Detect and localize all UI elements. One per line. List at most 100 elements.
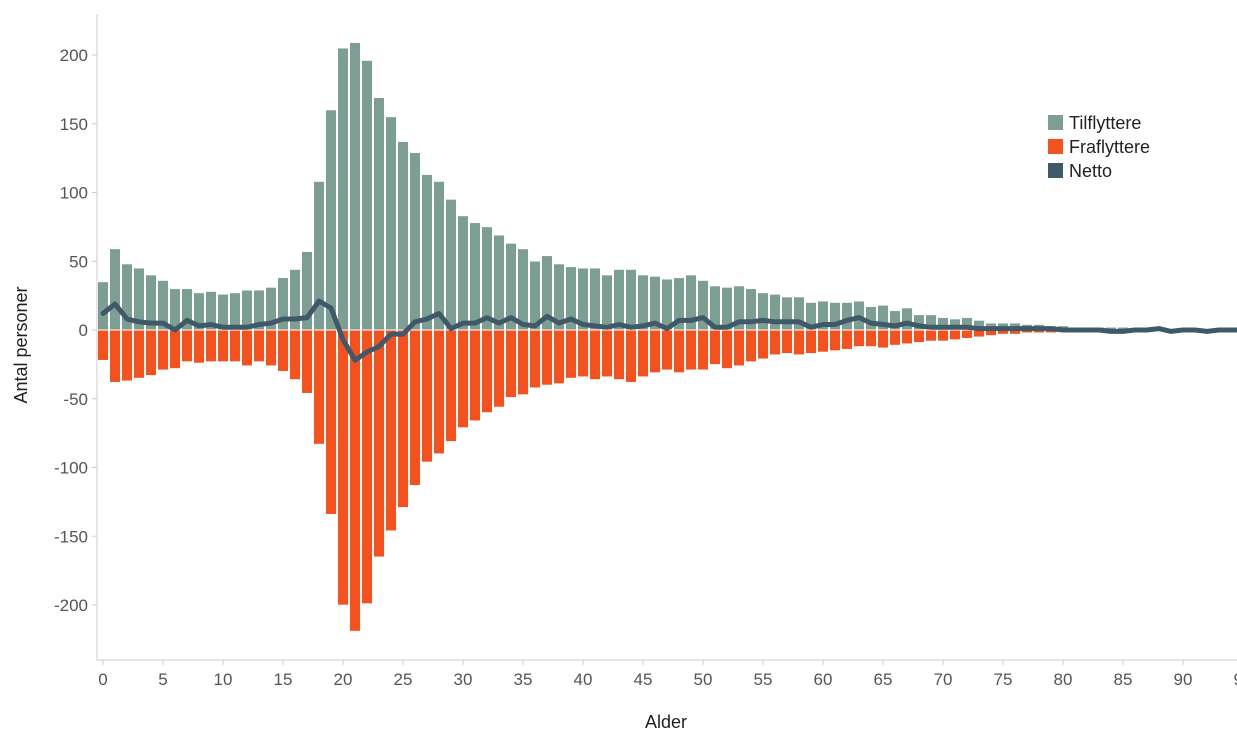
fraflyttere-bar (313, 329, 325, 445)
legend: Tilflyttere Fraflyttere Netto (1048, 113, 1150, 181)
tilflyttere-bar (397, 141, 409, 331)
fraflyttere-bar (217, 329, 229, 362)
fraflyttere-bar (133, 329, 145, 379)
fraflyttere-bar (925, 329, 937, 342)
x-tick-label: 90 (1174, 670, 1193, 689)
fraflyttere-bar (121, 329, 133, 382)
x-tick-label: 85 (1114, 670, 1133, 689)
fraflyttere-bar (673, 329, 685, 373)
fraflyttere-bar (445, 329, 457, 442)
tilflyttere-bar (325, 109, 337, 331)
x-tick-label: 65 (874, 670, 893, 689)
fraflyttere-bar (769, 329, 781, 356)
x-tick-label: 95 (1234, 670, 1237, 689)
legend-swatch (1048, 139, 1063, 154)
fraflyttere-bar (349, 329, 361, 632)
fraflyttere-bar (745, 329, 757, 362)
fraflyttere-bar (961, 329, 973, 339)
x-tick-label: 15 (274, 670, 293, 689)
fraflyttere-bar (733, 329, 745, 367)
fraflyttere-bar (757, 329, 769, 360)
fraflyttere-bar (793, 329, 805, 356)
fraflyttere-bar (901, 329, 913, 345)
fraflyttere-bar (109, 329, 121, 383)
fraflyttere-bar (913, 329, 925, 343)
x-axis-ticks: 0 5 10 15 20 25 30 35 40 45 50 55 60 65 70 75 80 85 90 95 (98, 660, 1237, 689)
x-tick-label: 30 (454, 670, 473, 689)
fraflyttere-bar (865, 329, 877, 347)
y-tick-label: -150 (54, 527, 88, 546)
tilflyttere-bar (769, 293, 781, 331)
y-tick-label: 200 (60, 46, 88, 65)
y-tick-label: 100 (60, 184, 88, 203)
tilflyttere-bar (481, 226, 493, 331)
fraflyttere-bar (277, 329, 289, 372)
fraflyttere-bar (949, 329, 961, 340)
tilflyttere-bar (433, 181, 445, 331)
y-tick-label: 0 (79, 321, 88, 340)
tilflyttere-bar (349, 42, 361, 331)
y-tick-label: -50 (63, 390, 88, 409)
fraflyttere-bar (265, 329, 277, 367)
fraflyttere-bar (229, 329, 241, 362)
tilflyttere-bar (445, 199, 457, 331)
fraflyttere-bar (241, 329, 253, 367)
fraflyttere-bar (829, 329, 841, 351)
fraflyttere-bar (145, 329, 157, 376)
fraflyttere-bars (97, 329, 1153, 632)
legend-label: Tilflyttere (1069, 113, 1141, 133)
x-tick-label: 60 (814, 670, 833, 689)
tilflyttere-bar (841, 302, 853, 331)
fraflyttere-bar (577, 329, 589, 378)
fraflyttere-bar (697, 329, 709, 371)
x-axis-title: Alder (645, 712, 687, 731)
fraflyttere-bar (685, 329, 697, 371)
y-tick-label: -100 (54, 459, 88, 478)
legend-swatch (1048, 163, 1063, 178)
tilflyttere-bar (517, 248, 529, 331)
y-tick-label: -200 (54, 596, 88, 615)
tilflyttere-bar (781, 296, 793, 331)
fraflyttere-bar (409, 329, 421, 486)
fraflyttere-bar (661, 329, 673, 371)
fraflyttere-bar (493, 329, 505, 408)
netto-line (100, 298, 1237, 363)
tilflyttere-bar (613, 269, 625, 331)
fraflyttere-bar (853, 329, 865, 347)
x-tick-label: 45 (634, 670, 653, 689)
x-tick-label: 35 (514, 670, 533, 689)
tilflyttere-bar (97, 281, 109, 331)
fraflyttere-bar (505, 329, 517, 398)
fraflyttere-bar (385, 329, 397, 532)
tilflyttere-bar (373, 97, 385, 331)
fraflyttere-bar (373, 329, 385, 558)
fraflyttere-bar (613, 329, 625, 380)
tilflyttere-bar (493, 234, 505, 331)
fraflyttere-bar (817, 329, 829, 353)
fraflyttere-bar (397, 329, 409, 508)
tilflyttere-bar (625, 269, 637, 331)
fraflyttere-bar (193, 329, 205, 364)
fraflyttere-bar (889, 329, 901, 346)
tilflyttere-bar (337, 47, 349, 331)
tilflyttere-bar (385, 116, 397, 331)
tilflyttere-bar (601, 274, 613, 331)
fraflyttere-bar (553, 329, 565, 384)
fraflyttere-bar (805, 329, 817, 354)
x-tick-label: 20 (334, 670, 353, 689)
x-tick-label: 40 (574, 670, 593, 689)
tilflyttere-bar (589, 267, 601, 331)
tilflyttere-bar (637, 274, 649, 331)
legend-label: Fraflyttere (1069, 137, 1150, 157)
tilflyttere-bar (361, 60, 373, 331)
tilflyttere-bar (109, 248, 121, 331)
fraflyttere-bar (517, 329, 529, 395)
x-tick-label: 25 (394, 670, 413, 689)
fraflyttere-bar (97, 329, 109, 361)
tilflyttere-bar (901, 307, 913, 331)
tilflyttere-bar (529, 260, 541, 331)
fraflyttere-bar (565, 329, 577, 379)
fraflyttere-bar (433, 329, 445, 455)
x-tick-label: 0 (98, 670, 107, 689)
